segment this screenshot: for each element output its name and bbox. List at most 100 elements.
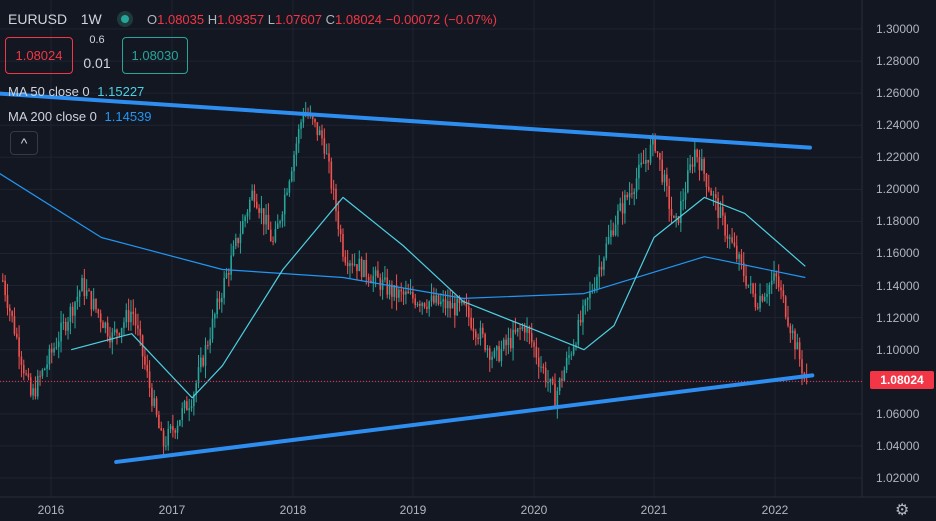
candle-body (738, 254, 740, 259)
candle-body (53, 348, 55, 353)
candle-body (798, 342, 801, 360)
candle-body (740, 254, 743, 263)
candle-body (258, 208, 260, 213)
candle-body (796, 342, 799, 350)
candle-body (675, 216, 677, 218)
candle-body (197, 367, 200, 384)
candle-body (214, 314, 216, 319)
collapse-legend-button[interactable]: ^ (10, 131, 38, 155)
time-tick-label: 2021 (640, 503, 668, 517)
candle-body (204, 345, 207, 366)
candle-body (544, 368, 547, 383)
candle-body (677, 216, 680, 224)
candle-body (97, 309, 100, 314)
candle-body (130, 311, 132, 323)
trendlines[interactable] (0, 91, 815, 464)
candle-body (279, 221, 281, 224)
candle-body (400, 289, 403, 292)
candle-body (90, 291, 93, 310)
candle-body (332, 188, 335, 190)
candle-body (272, 241, 274, 243)
candle-body (470, 317, 472, 329)
candle-body (656, 151, 659, 153)
candle-body (721, 207, 724, 216)
candle-body (48, 348, 51, 365)
candle-body (374, 270, 377, 276)
gear-icon[interactable]: ⚙ (895, 502, 910, 519)
candle-body (603, 258, 605, 270)
candle-body (521, 326, 524, 330)
candle-body (449, 301, 451, 309)
candle-body (113, 329, 116, 333)
symbol-name[interactable]: EURUSD (8, 11, 68, 27)
candle-body (782, 290, 785, 297)
candle-body (116, 329, 118, 334)
low-value: 1.07607 (275, 12, 322, 27)
high-label: H (207, 12, 218, 27)
candle-body (174, 430, 177, 433)
candle-body (200, 357, 202, 368)
ma50-legend[interactable]: MA 50 close 0 1.15227 (8, 84, 144, 99)
candle-body (169, 426, 172, 429)
candle-body (763, 296, 766, 302)
candle-body (246, 212, 249, 217)
candle-body (46, 364, 48, 369)
candle-body (481, 327, 484, 335)
candle-body (74, 302, 76, 316)
candle-body (160, 428, 163, 431)
current-price-label: 1.08024 (870, 371, 934, 389)
candle-body (488, 348, 491, 360)
interval-label[interactable]: 1W (80, 11, 102, 27)
ma200-line (0, 173, 806, 299)
candle-body (92, 298, 95, 310)
candle-body (102, 322, 104, 329)
candle-body (761, 295, 764, 302)
candle-body (584, 300, 587, 306)
candle-body (444, 299, 447, 309)
candle-body (770, 280, 773, 285)
candle-body (293, 154, 295, 172)
ma200-legend[interactable]: MA 200 close 0 1.14539 (8, 109, 152, 124)
price-tick-label: 1.14000 (876, 278, 920, 293)
candle-body (530, 333, 533, 343)
candle-body (111, 332, 114, 343)
candle-body (454, 302, 456, 316)
trendline (114, 373, 815, 464)
candle-body (34, 388, 37, 397)
candle-body (505, 339, 507, 346)
candle-body (703, 159, 705, 174)
candle-body (137, 325, 139, 329)
lot-size-input[interactable]: 0.01 (76, 52, 118, 74)
sell-button[interactable]: 1.08024 (5, 37, 73, 74)
candle-body (670, 208, 673, 216)
candle-body (440, 301, 442, 305)
candle-body (735, 245, 738, 259)
candle-body (614, 224, 617, 236)
candle-body (6, 295, 9, 308)
candle-body (349, 263, 351, 267)
candle-body (384, 277, 386, 280)
candle-body (202, 357, 204, 366)
candle-body (568, 355, 570, 358)
candle-body (666, 174, 668, 187)
candle-body (228, 273, 230, 275)
candle-body (701, 159, 703, 171)
candle-body (577, 319, 580, 345)
candle-body (423, 303, 426, 307)
candle-body (491, 356, 493, 360)
candle-body (610, 230, 612, 237)
candle-body (267, 214, 270, 230)
candle-body (498, 346, 500, 362)
candle-body (104, 322, 107, 329)
price-tick-label: 1.10000 (876, 342, 920, 357)
candle-body (78, 291, 81, 297)
price-tick-label: 1.20000 (876, 182, 920, 197)
candle-body (773, 273, 775, 281)
candle-body (477, 337, 479, 340)
candle-body (635, 178, 638, 192)
candle-body (565, 357, 568, 371)
candle-body (647, 159, 650, 163)
buy-button[interactable]: 1.08030 (122, 37, 188, 74)
candle-body (728, 237, 731, 239)
